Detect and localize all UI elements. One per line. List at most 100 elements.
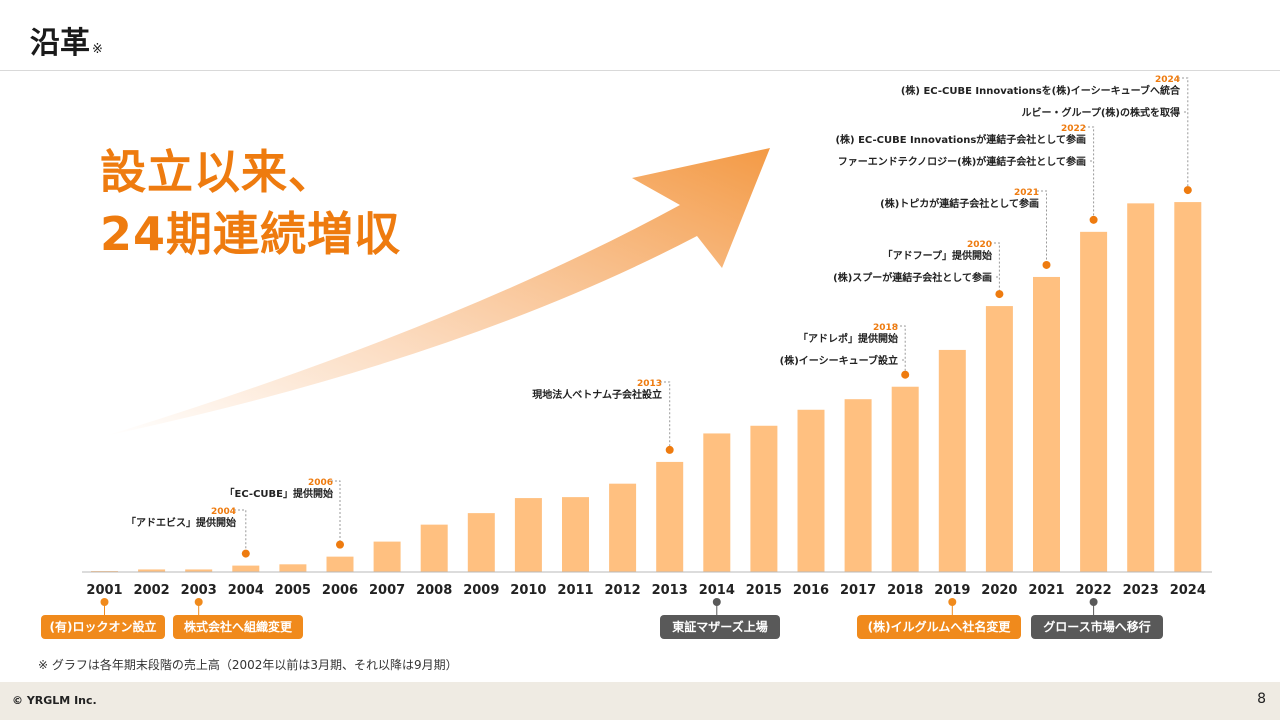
badge-dot-2022 bbox=[1089, 598, 1098, 606]
x-tick-2001: 2001 bbox=[86, 583, 122, 598]
annotation-label-2018-1: (株)イーシーキューブ設立 bbox=[780, 354, 898, 367]
bar-2024 bbox=[1174, 202, 1202, 572]
milestone-badge-2001: (有)ロックオン設立 bbox=[41, 615, 165, 639]
bar-2011 bbox=[562, 497, 589, 572]
x-tick-2002: 2002 bbox=[134, 583, 170, 598]
x-tick-2015: 2015 bbox=[746, 583, 782, 598]
bar-2021 bbox=[1033, 276, 1060, 572]
milestone-badge-2022: グロース市場へ移行 bbox=[1031, 615, 1163, 639]
header-bar: 沿革 ※ bbox=[0, 0, 1280, 71]
annotation-leader-2006 bbox=[331, 480, 341, 545]
badge-dot-2014 bbox=[712, 598, 721, 606]
bar-2005 bbox=[279, 564, 307, 572]
bar-2008 bbox=[420, 524, 448, 572]
annotation-label-2006-0: 「EC-CUBE」提供開始 bbox=[225, 487, 333, 500]
bar-2020 bbox=[985, 306, 1013, 572]
x-tick-2010: 2010 bbox=[510, 583, 546, 598]
x-tick-2024: 2024 bbox=[1170, 583, 1206, 598]
badge-dot-2001 bbox=[100, 598, 109, 606]
bar-2004 bbox=[232, 565, 260, 572]
annotation-label-2004-0: 「アドエビス」提供開始 bbox=[126, 516, 236, 529]
x-tick-2017: 2017 bbox=[840, 583, 876, 598]
annotation-label-2018-0: 「アドレポ」提供開始 bbox=[798, 332, 898, 345]
headline-line-1: 設立以来、 bbox=[100, 145, 335, 199]
annotation-label-2021-0: (株)トピカが連結子会社として参画 bbox=[880, 197, 1039, 210]
annotation-year-2021: 2021 bbox=[1014, 188, 1039, 198]
x-tick-2022: 2022 bbox=[1076, 583, 1112, 598]
annotation-dot-2020 bbox=[995, 290, 1004, 299]
annotation-label-2020-1: (株)スプーが連結子会社として参画 bbox=[833, 271, 992, 284]
badge-dot-2019 bbox=[948, 598, 957, 606]
x-tick-2004: 2004 bbox=[228, 583, 264, 598]
annotation-dot-2022 bbox=[1089, 215, 1098, 224]
x-tick-2021: 2021 bbox=[1028, 583, 1064, 598]
annotation-year-2024: 2024 bbox=[1155, 75, 1180, 85]
annotation-year-2022: 2022 bbox=[1061, 124, 1086, 134]
milestone-badge-2014: 東証マザーズ上場 bbox=[660, 615, 780, 639]
annotation-leader-2021 bbox=[1037, 190, 1047, 265]
annotation-year-2013: 2013 bbox=[637, 379, 662, 389]
x-tick-2020: 2020 bbox=[981, 583, 1017, 598]
annotation-label-2020-0: 「アドフープ」提供開始 bbox=[883, 249, 992, 262]
bar-2023 bbox=[1127, 203, 1155, 573]
bar-2019 bbox=[938, 349, 966, 572]
bar-2015 bbox=[750, 425, 778, 572]
title-note: ※ bbox=[92, 42, 103, 57]
annotation-dot-2006 bbox=[336, 540, 344, 549]
copyright: © YRGLM Inc. bbox=[12, 694, 97, 707]
bar-2010 bbox=[514, 498, 542, 572]
annotation-dot-2021 bbox=[1042, 260, 1051, 269]
annotation-dot-2018 bbox=[901, 370, 910, 379]
annotation-leader-2018 bbox=[896, 325, 906, 375]
x-tick-2019: 2019 bbox=[934, 583, 970, 598]
annotation-year-2004: 2004 bbox=[211, 507, 236, 517]
x-tick-2014: 2014 bbox=[699, 583, 735, 598]
annotation-leader-2020 bbox=[990, 242, 1000, 295]
annotation-year-2006: 2006 bbox=[308, 478, 333, 488]
x-tick-2007: 2007 bbox=[369, 583, 405, 598]
footnote: ※ グラフは各年期末段階の売上高（2002年以前は3月期、それ以降は9月期） bbox=[38, 658, 458, 672]
x-tick-2011: 2011 bbox=[557, 583, 593, 598]
bar-2003 bbox=[185, 569, 213, 572]
annotation-dot-2024 bbox=[1183, 186, 1192, 195]
bar-2016 bbox=[797, 409, 825, 572]
bar-2017 bbox=[844, 399, 872, 572]
x-tick-2012: 2012 bbox=[605, 583, 641, 598]
x-tick-2006: 2006 bbox=[322, 583, 358, 598]
x-tick-2013: 2013 bbox=[652, 583, 688, 598]
annotation-leader-2024 bbox=[1178, 77, 1189, 191]
annotation-dot-2004 bbox=[241, 549, 250, 558]
bar-2009 bbox=[467, 513, 495, 572]
milestone-badge-2003: 株式会社へ組織変更 bbox=[173, 615, 303, 639]
bar-2022 bbox=[1080, 231, 1108, 572]
x-tick-2003: 2003 bbox=[181, 583, 217, 598]
x-tick-2005: 2005 bbox=[275, 583, 311, 598]
badge-dot-2003 bbox=[194, 598, 203, 606]
bar-2007 bbox=[373, 541, 401, 572]
x-tick-2009: 2009 bbox=[463, 583, 499, 598]
annotation-label-2022-0: (株) EC-CUBE Innovationsが連結子会社として参画 bbox=[835, 133, 1086, 146]
x-tick-2018: 2018 bbox=[887, 583, 923, 598]
milestone-badge-2019: (株)イルグルムへ社名変更 bbox=[857, 615, 1021, 639]
annotation-label-2024-1: ルビー・グループ(株)の株式を取得 bbox=[1021, 106, 1180, 119]
page-title: 沿革 ※ bbox=[30, 26, 103, 61]
x-tick-2016: 2016 bbox=[793, 583, 829, 598]
annotation-leader-2013 bbox=[660, 381, 671, 450]
footer-bar: © YRGLM Inc. 8 bbox=[0, 682, 1280, 720]
bar-2012 bbox=[609, 483, 637, 572]
bar-2014 bbox=[703, 433, 731, 572]
x-tick-2008: 2008 bbox=[416, 583, 452, 598]
headline-line-2: 24期連続増収 bbox=[100, 207, 402, 261]
annotation-label-2013-0: 現地法人ベトナム子会社設立 bbox=[532, 388, 662, 401]
page-number: 8 bbox=[1257, 691, 1266, 707]
annotation-year-2020: 2020 bbox=[967, 240, 992, 250]
annotation-label-2022-1: ファーエンドテクノロジー(株)が連結子会社として参画 bbox=[838, 155, 1086, 168]
annotation-dot-2013 bbox=[665, 445, 674, 454]
annotation-year-2018: 2018 bbox=[873, 323, 898, 333]
revenue-chart: 2001 2002 2003 2004 2005 2006 2007 2008 2009 2010… bbox=[82, 75, 1212, 615]
annotation-leader-2022 bbox=[1084, 126, 1095, 220]
x-tick-2023: 2023 bbox=[1123, 583, 1159, 598]
bar-2002 bbox=[138, 569, 166, 572]
annotation-label-2024-0: (株) EC-CUBE Innovationsを(株)イーシーキューブへ統合 bbox=[901, 84, 1181, 97]
bar-2018 bbox=[891, 386, 919, 572]
